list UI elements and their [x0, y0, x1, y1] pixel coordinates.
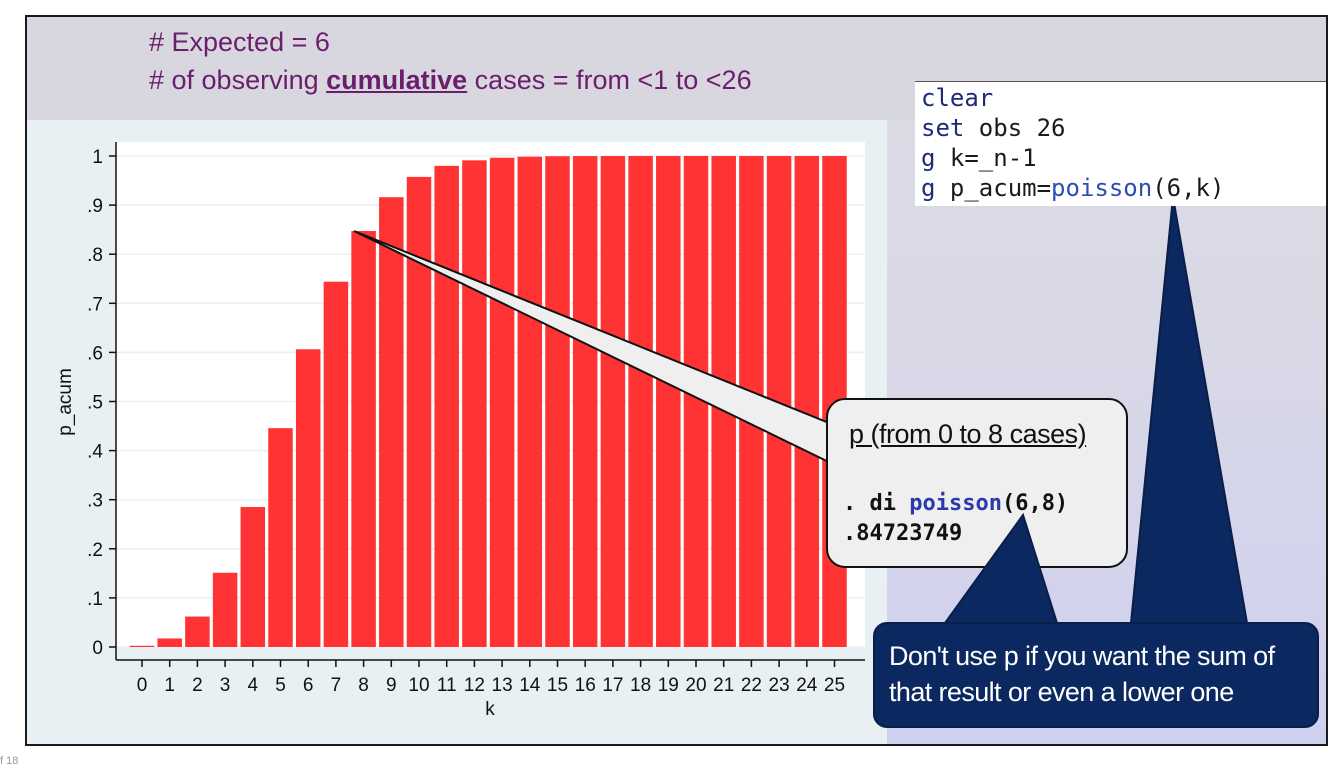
bar-k-12 — [462, 160, 487, 647]
y-tick-label: .1 — [87, 589, 103, 610]
code-panel: clear set obs 26 g k=_n-1 g p_acum=poiss… — [915, 81, 1326, 206]
y-tick-label: .2 — [87, 540, 103, 561]
x-tick-label: 15 — [547, 675, 568, 696]
page-number: f 18 — [0, 755, 19, 767]
bar-k-17 — [600, 156, 626, 647]
note-pointer-right — [1129, 196, 1249, 624]
title-expected: # Expected = 6 — [149, 27, 330, 57]
y-tick-label: .5 — [87, 393, 103, 414]
x-tick-label: 13 — [492, 675, 513, 696]
y-tick-label: 1 — [92, 147, 103, 168]
x-tick-label: 3 — [220, 675, 231, 696]
x-tick-label: 22 — [741, 675, 762, 696]
bar-k-1 — [157, 638, 182, 647]
x-tick-label: 16 — [575, 675, 596, 696]
x-tick-label: 12 — [464, 675, 485, 696]
y-tick-labels: 0 .1 .2 .3 .4 .5 .6 .7 .8 .9 1 — [87, 147, 103, 659]
y-tick-label: .4 — [87, 442, 103, 463]
bar-k-19 — [656, 156, 681, 647]
title-emphasis: cumulative — [326, 65, 468, 95]
slide: # Expected = 6 # of observing cumulative… — [25, 15, 1328, 746]
bar-k-24 — [794, 156, 820, 647]
x-tick-label: 2 — [192, 675, 203, 696]
code-line-gen-pacum: g p_acum=poisson(6,k) — [921, 174, 1225, 202]
x-tick-labels: 0 1 2 3 4 5 6 7 8 9 10 11 12 13 14 15 16 17 18 19 20 21 22 23 24… — [137, 675, 845, 696]
bar-k-5 — [268, 428, 293, 647]
x-tick-label: 23 — [769, 675, 790, 696]
x-tick-label: 1 — [164, 675, 175, 696]
y-axis-label: p_acum — [55, 368, 76, 436]
bar-k-3 — [212, 572, 238, 647]
axes — [109, 142, 865, 667]
title-suffix: cases = from <1 to <26 — [467, 65, 752, 95]
x-tick-label: 14 — [519, 675, 541, 696]
y-tick-label: .6 — [87, 343, 103, 364]
bar-k-13 — [489, 157, 515, 648]
x-tick-label: 21 — [713, 675, 734, 696]
x-tick-label: 11 — [437, 675, 457, 696]
callout-box — [826, 398, 1128, 568]
bar-k-7 — [323, 281, 349, 647]
note-text: Don't use p if you want the sum of that … — [889, 641, 1275, 707]
bar-k-6 — [295, 349, 321, 647]
x-tick-label: 20 — [685, 675, 706, 696]
x-tick-label: 9 — [386, 675, 397, 696]
x-tick-label: 4 — [248, 675, 259, 696]
bar-k-14 — [517, 156, 543, 648]
x-axis-label: k — [485, 699, 495, 720]
bar-k-18 — [628, 156, 653, 647]
y-tick-label: .8 — [87, 245, 103, 266]
callout-result: .84723749 — [843, 521, 963, 546]
chart: 0.1.2.3.4.5.6.7.8.91 0 1 2 3 4 5 6 7 8 9 10 11 12 13 1… — [27, 120, 1249, 744]
x-tick-label: 25 — [824, 675, 845, 696]
title-prefix: # of observing — [149, 65, 327, 95]
x-tick-label: 6 — [303, 675, 314, 696]
callout-command: . di poisson(6,8) — [843, 491, 1069, 516]
x-tick-label: 8 — [358, 675, 369, 696]
code-line-clear: clear — [921, 84, 994, 112]
bar-k-9 — [379, 197, 404, 648]
bar-k-8 — [351, 231, 376, 648]
x-tick-label: 7 — [331, 675, 342, 696]
note-box: Don't use p if you want the sum of that … — [873, 622, 1319, 728]
bar-k-16 — [572, 156, 598, 647]
x-tick-label: 24 — [796, 675, 818, 696]
x-tick-label: 19 — [658, 675, 679, 696]
x-tick-label: 10 — [408, 675, 429, 696]
title-cumulative: # of observing cumulative cases = from <… — [149, 65, 752, 96]
x-tick-label: 0 — [137, 675, 148, 696]
y-tick-label: .7 — [87, 294, 103, 315]
x-tick-label: 5 — [275, 675, 286, 696]
bar-k-2 — [185, 616, 210, 647]
bar-k-15 — [545, 156, 570, 648]
code-line-gen-k: g k=_n-1 — [921, 144, 1037, 172]
x-tick-label: 18 — [630, 675, 651, 696]
bar-k-4 — [240, 507, 266, 647]
callout: p (from 0 to 8 cases) . di poisson(6,8) … — [827, 399, 1127, 567]
callout-cover — [833, 429, 839, 465]
y-tick-label: .9 — [87, 196, 103, 217]
x-tick-label: 17 — [602, 675, 623, 696]
y-tick-label: 0 — [92, 638, 103, 659]
code-line-set-obs: set obs 26 — [921, 114, 1066, 142]
bar-k-11 — [434, 165, 459, 648]
callout-heading: p (from 0 to 8 cases) — [849, 419, 1087, 449]
bar-k-10 — [406, 176, 432, 647]
y-tick-label: .3 — [87, 491, 103, 512]
bar-k-0 — [129, 645, 155, 647]
